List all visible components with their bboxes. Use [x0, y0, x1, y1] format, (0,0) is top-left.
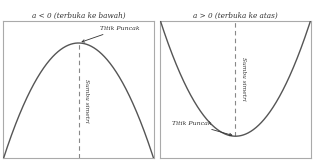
Title: a < 0 (terbuka ke bawah): a < 0 (terbuka ke bawah): [32, 12, 125, 20]
Text: Sumbu simetri: Sumbu simetri: [241, 57, 246, 100]
Text: Sumbu simetri: Sumbu simetri: [84, 79, 89, 123]
Title: a > 0 (terbuka ke atas): a > 0 (terbuka ke atas): [193, 12, 278, 20]
Text: Titik Puncak: Titik Puncak: [172, 121, 232, 136]
Text: Titik Puncak: Titik Puncak: [82, 26, 139, 42]
